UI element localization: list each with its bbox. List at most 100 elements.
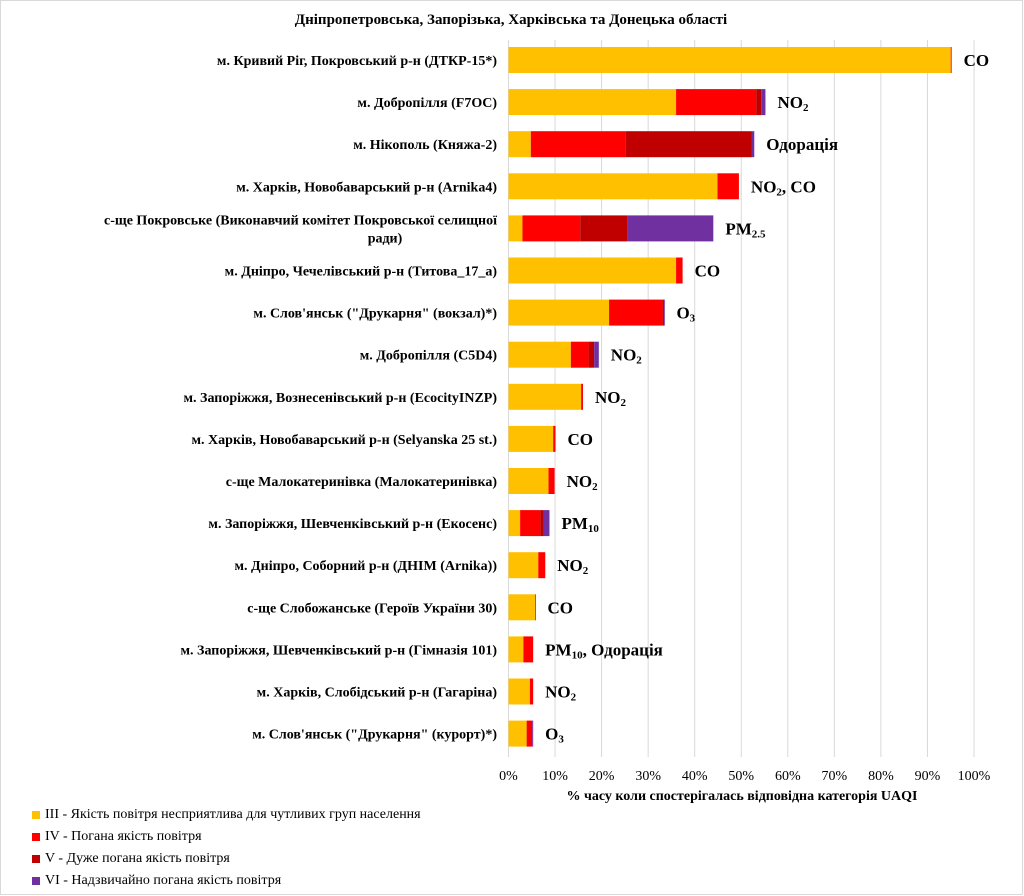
- bar-segment-4: [529, 678, 534, 705]
- bar-segment-6: [663, 299, 665, 326]
- bar-segment-6: [594, 341, 599, 368]
- bar-segment-6: [761, 89, 766, 116]
- category-label: м. Слов'янськ ("Друкарня" (курорт)*): [252, 728, 497, 743]
- pollutant-annotation: CO: [964, 51, 990, 70]
- bars: [508, 47, 952, 747]
- bar-segment-3: [508, 720, 527, 747]
- bar-segment-6: [751, 131, 755, 158]
- legend: III - Якість повітря несприятлива для чу…: [32, 804, 421, 892]
- x-tick-label: 90%: [915, 769, 941, 784]
- x-axis-title: % часу коли спостерігалась відповідна ка…: [566, 789, 917, 804]
- bar-segment-3: [508, 552, 539, 579]
- bar-segment-6: [532, 720, 534, 747]
- bar-segment-4: [530, 131, 626, 158]
- legend-swatch: [32, 811, 40, 819]
- category-label: м. Кривий Ріг, Покровський р-н (ДТКР-15*…: [217, 54, 497, 69]
- pollutant-annotation: PM10, Одорація: [545, 640, 663, 661]
- bar-segment-3: [508, 341, 571, 368]
- legend-item: V - Дуже погана якість повітря: [32, 848, 421, 870]
- legend-item: IV - Погана якість повітря: [32, 826, 421, 848]
- x-tick-label: 30%: [635, 769, 661, 784]
- bar-segment-4: [535, 594, 536, 621]
- bar-segment-6: [543, 510, 550, 537]
- category-label: м. Харків, Новобаварський р-н (Arnika4): [236, 180, 497, 195]
- pollutant-annotation: PM2.5: [725, 219, 766, 240]
- bar-segment-4: [520, 510, 541, 537]
- x-tick-label: 10%: [542, 769, 568, 784]
- chart-title: Дніпропетровська, Запорізька, Харківська…: [295, 12, 727, 28]
- bar-segment-5: [625, 131, 752, 158]
- bar-segment-4: [523, 636, 534, 663]
- x-tick-label: 100%: [958, 769, 991, 784]
- bar-segment-3: [508, 89, 677, 116]
- pollutant-annotation: O3: [545, 725, 564, 746]
- category-label: м. Харків, Слобідський р-н (Гагаріна): [257, 686, 498, 701]
- pollutant-annotation: O3: [676, 304, 695, 325]
- bar-segment-3: [508, 383, 582, 410]
- legend-swatch: [32, 877, 40, 885]
- legend-label: VI - Надзвичайно погана якість повітря: [45, 873, 282, 888]
- category-label: м. Запоріжжя, Шевченківський р-н (Екосен…: [208, 517, 497, 532]
- bar-segment-4: [676, 257, 683, 284]
- bar-segment-3: [508, 468, 549, 494]
- x-tick-label: 50%: [728, 769, 754, 784]
- pollutant-annotation: NO2: [595, 388, 627, 409]
- bar-segment-3: [508, 215, 523, 242]
- bar-segment-4: [717, 173, 739, 200]
- x-tick-label: 70%: [822, 769, 848, 784]
- category-label: м. Дніпро, Чечелівський р-н (Титова_17_а…: [225, 265, 498, 280]
- bar-segment-4: [553, 425, 556, 452]
- bar-segment-4: [581, 383, 583, 410]
- pollutant-annotation: Одорація: [766, 135, 838, 154]
- bar-segment-4: [676, 89, 757, 116]
- pollutant-annotation: NO2: [777, 93, 809, 114]
- legend-label: IV - Погана якість повітря: [45, 829, 202, 844]
- category-label: с-ще Малокатеринівка (Малокатеринівка): [226, 475, 498, 490]
- category-labels: м. Кривий Ріг, Покровський р-н (ДТКР-15*…: [104, 54, 497, 743]
- bar-segment-3: [508, 131, 531, 158]
- legend-label: III - Якість повітря несприятлива для чу…: [45, 807, 421, 822]
- bar-segment-3: [508, 510, 521, 537]
- bar-segment-3: [508, 636, 524, 663]
- x-tick-label: 0%: [499, 769, 518, 784]
- category-label: м. Добропілля (C5D4): [360, 349, 498, 364]
- category-label: м. Нікополь (Княжа-2): [353, 138, 497, 153]
- bar-segment-4: [526, 720, 533, 747]
- category-label: м. Слов'янськ ("Друкарня" (вокзал)*): [253, 307, 497, 322]
- legend-swatch: [32, 855, 40, 863]
- legend-swatch: [32, 833, 40, 841]
- bar-segment-4: [950, 47, 952, 73]
- bar-segment-5: [580, 215, 628, 242]
- bar-segment-4: [609, 299, 663, 326]
- bar-segment-3: [508, 678, 530, 705]
- bar-segment-3: [508, 173, 718, 200]
- x-tick-labels: 0% 10% 20% 30% 40% 50% 60% 70% 80% 90% 100%: [499, 769, 991, 784]
- legend-label: V - Дуже погана якість повітря: [45, 851, 230, 866]
- bar-segment-3: [508, 594, 536, 621]
- bar-segment-6: [627, 215, 714, 242]
- bar-segment-3: [508, 257, 677, 284]
- category-label: м. Запоріжжя, Шевченківський р-н (Гімназ…: [181, 643, 498, 658]
- x-tick-label: 40%: [682, 769, 708, 784]
- x-tick-label: 80%: [868, 769, 894, 784]
- x-tick-label: 60%: [775, 769, 801, 784]
- category-label: м. Дніпро, Соборний р-н (ДНІМ (Arnika)): [234, 559, 497, 574]
- bar-segment-5: [540, 510, 544, 537]
- bar-segment-3: [508, 425, 554, 452]
- legend-item: VI - Надзвичайно погана якість повітря: [32, 870, 421, 892]
- category-label: с-ще Слобожанське (Героїв України 30): [247, 601, 497, 616]
- bar-segment-5: [662, 299, 664, 326]
- pollutant-annotation: CO: [568, 430, 594, 449]
- bar-segment-5: [588, 341, 595, 368]
- pollutant-annotation: CO: [547, 598, 573, 617]
- category-label: м. Запоріжжя, Вознесенівський р-н (Ecoci…: [184, 391, 498, 406]
- pollutant-annotation: NO2: [557, 556, 589, 577]
- pollutant-annotation: NO2: [567, 472, 599, 493]
- bar-segment-3: [508, 299, 610, 326]
- pollutant-annotation: PM10: [561, 514, 599, 535]
- bar-segment-5: [756, 89, 762, 116]
- bar-segment-4: [538, 552, 546, 579]
- pollutant-annotations: CO NO2 Одорація NO2, CO PM2.5 CO O3 NO2 NO2 CO NO2…: [545, 51, 989, 746]
- category-label: с-ще Покровське (Виконавчий комітет Покр…: [104, 213, 497, 246]
